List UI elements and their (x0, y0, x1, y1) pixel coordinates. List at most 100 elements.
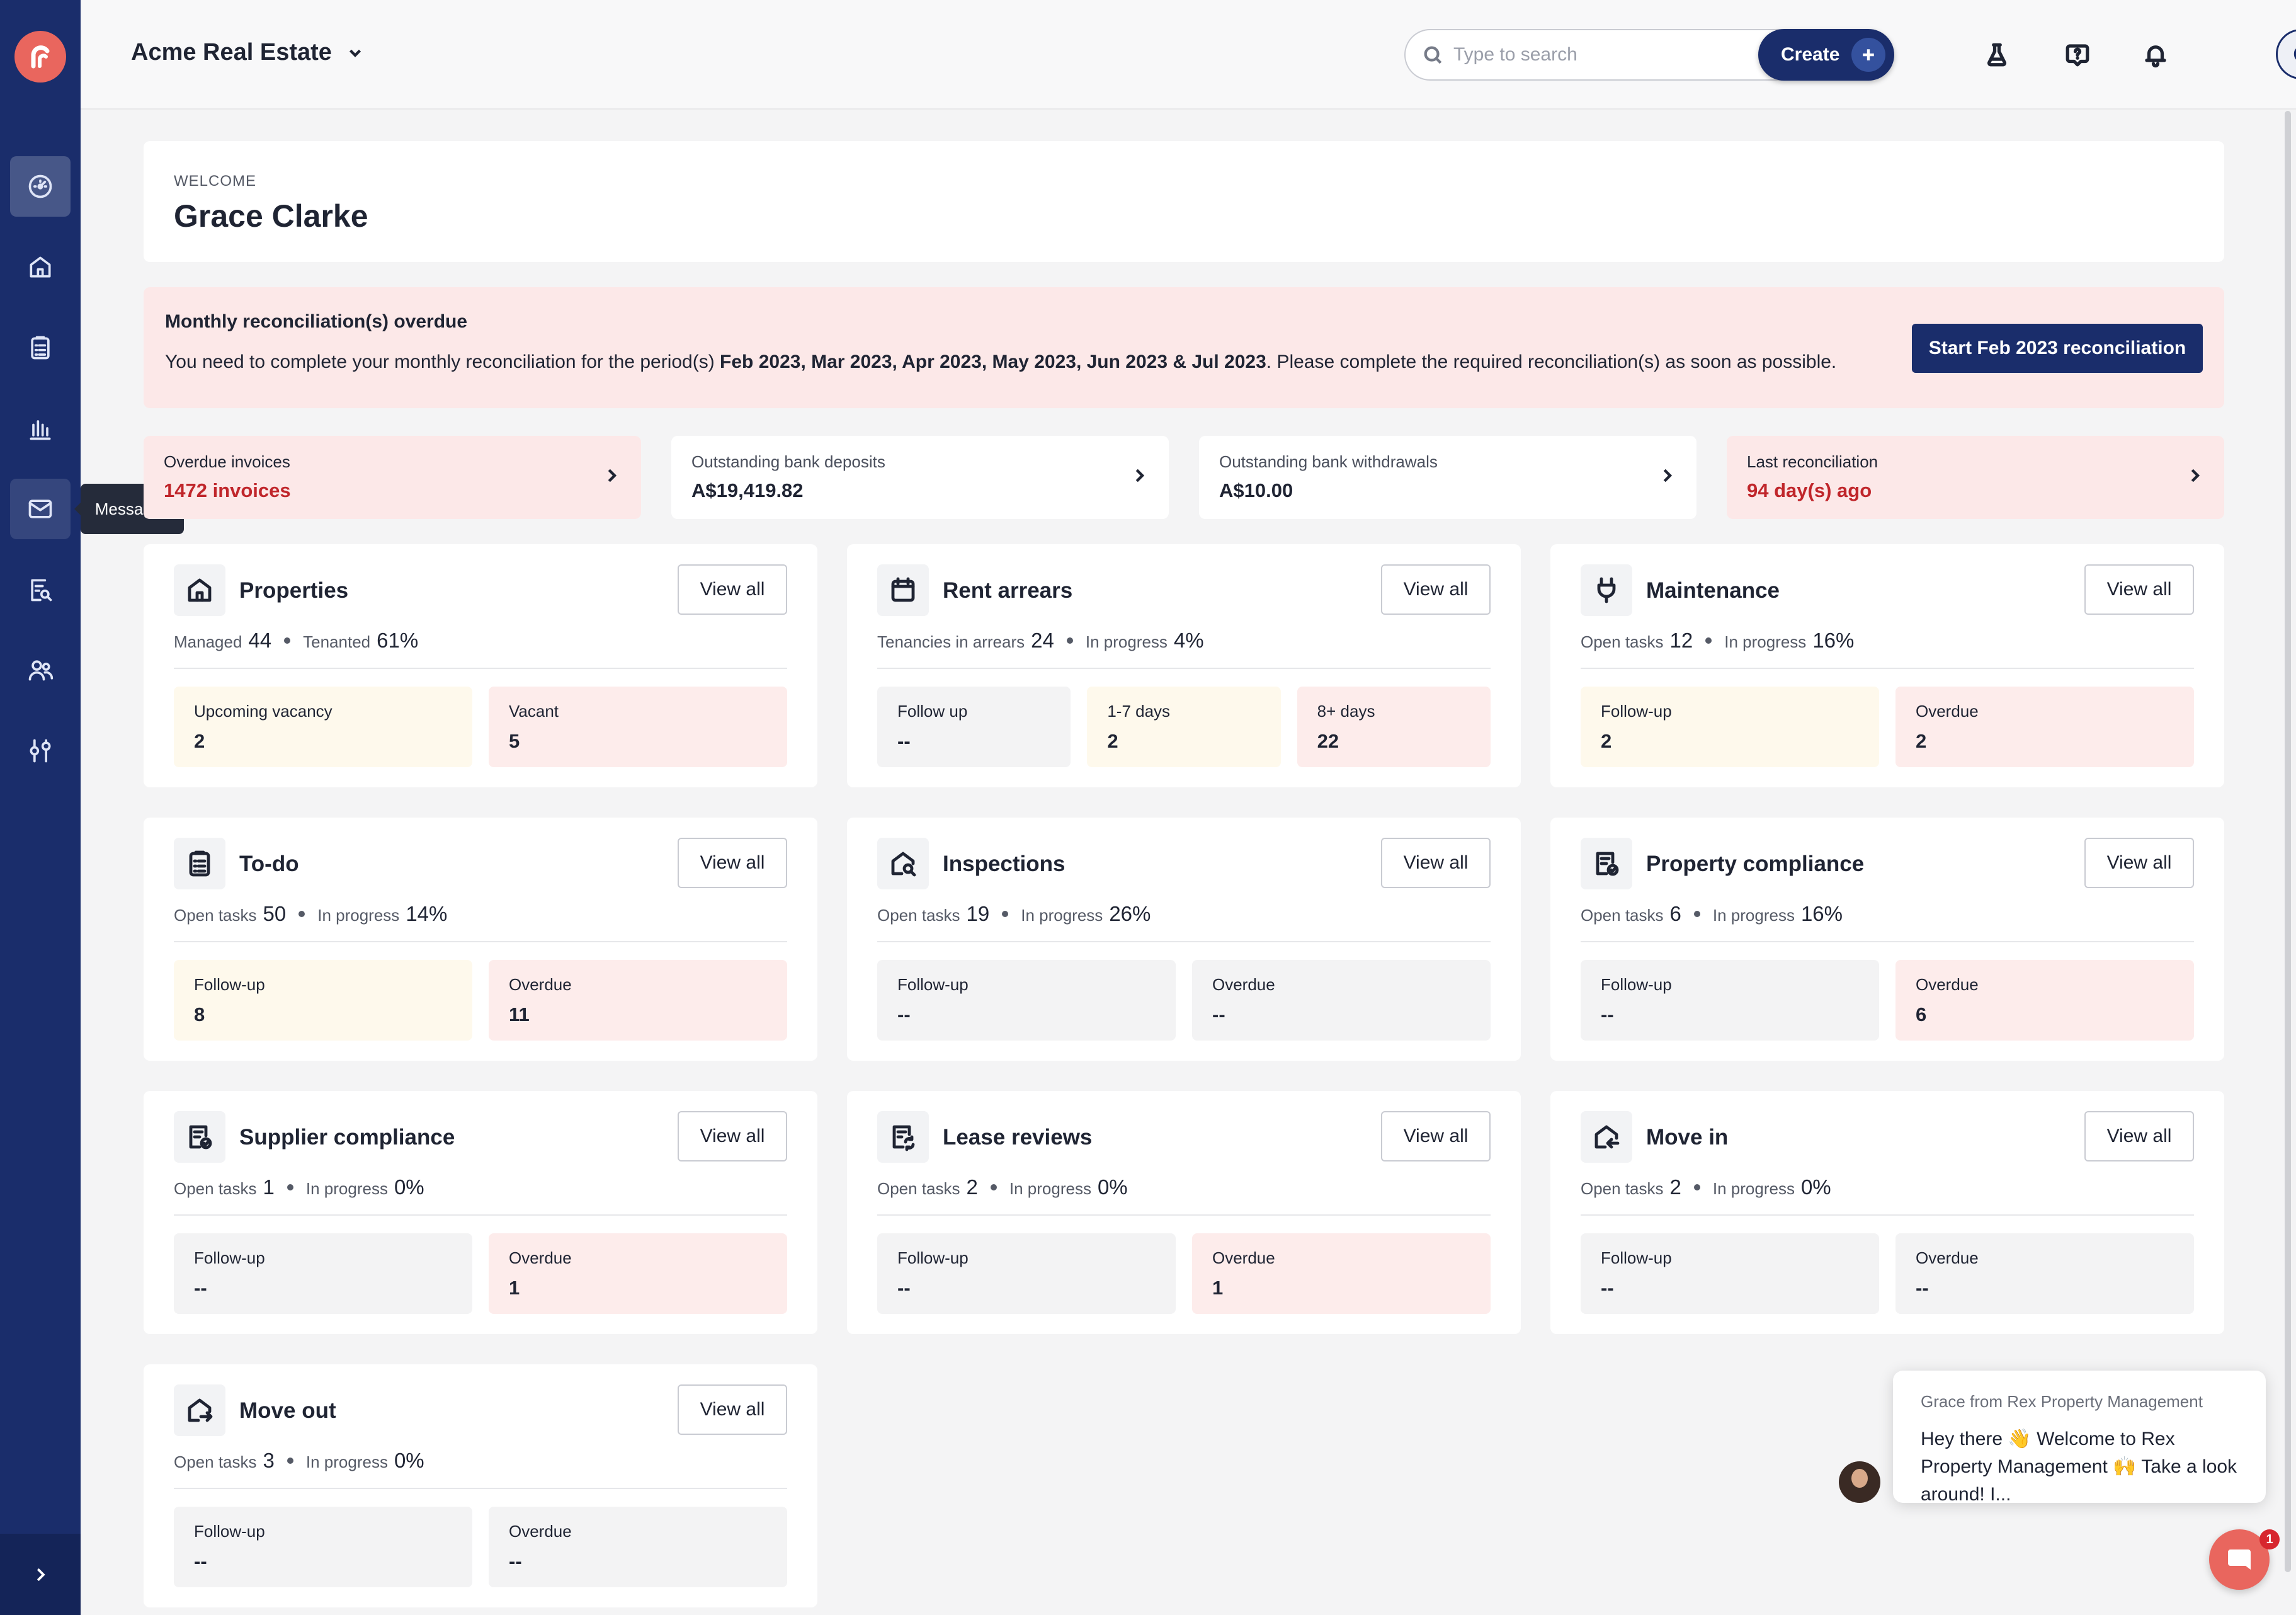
clipboard-icon (174, 838, 225, 889)
view-all-button[interactable]: View all (2084, 838, 2194, 888)
tile-overdue[interactable]: Overdue -- (489, 1507, 787, 1587)
welcome-panel: WELCOME Grace Clarke (144, 141, 2224, 262)
tile-8-plus-days[interactable]: 8+ days 22 (1297, 687, 1491, 767)
card-inspections: Inspections View all Open tasks 19 In prog… (847, 818, 1521, 1061)
tile-1-7-days[interactable]: 1-7 days 2 (1087, 687, 1281, 767)
reconciliation-alert: Monthly reconciliation(s) overdue You ne… (144, 287, 2224, 408)
sliders-icon (30, 739, 51, 763)
stat-bank-deposits[interactable]: Outstanding bank deposits A$19,419.82 (671, 436, 1169, 519)
tile-follow-up[interactable]: Follow-up 8 (174, 960, 472, 1041)
divider (174, 1214, 787, 1216)
scrollbar-thumb[interactable] (2285, 111, 2291, 1572)
view-all-button[interactable]: View all (1381, 1111, 1491, 1161)
tile-overdue[interactable]: Overdue -- (1895, 1233, 2194, 1314)
tile-overdue[interactable]: Overdue 1 (489, 1233, 787, 1314)
help-button[interactable] (2060, 38, 2094, 72)
view-all-button[interactable]: View all (1381, 838, 1491, 888)
home-icon (30, 256, 51, 278)
org-switcher[interactable]: Acme Real Estate (131, 39, 365, 66)
search-box[interactable] (1404, 29, 1809, 81)
move-in-icon (1581, 1111, 1632, 1163)
card-title: Supplier compliance (239, 1125, 455, 1150)
card-meta: Open tasks 12 In progress 16% (1581, 629, 1855, 652)
tile-follow-up[interactable]: Follow up -- (877, 687, 1071, 767)
sidebar-expand-button[interactable] (0, 1534, 81, 1615)
tile-follow-up[interactable]: Follow-up -- (877, 1233, 1176, 1314)
labs-button[interactable] (1980, 38, 2014, 72)
stat-label: Overdue invoices (164, 452, 290, 471)
stat-bank-withdrawals[interactable]: Outstanding bank withdrawals A$10.00 (1199, 436, 1696, 519)
tile-overdue[interactable]: Overdue 6 (1895, 960, 2194, 1041)
start-reconciliation-button[interactable]: Start Feb 2023 reconciliation (1912, 324, 2203, 373)
view-all-button[interactable]: View all (678, 564, 787, 615)
tile-follow-up[interactable]: Follow-up -- (877, 960, 1176, 1041)
view-all-button[interactable]: View all (678, 1384, 787, 1435)
welcome-name: Grace Clarke (174, 198, 368, 234)
card-lease-reviews: Lease reviews View all Open tasks 2 In pro… (847, 1091, 1521, 1334)
mail-icon (28, 499, 52, 518)
create-button[interactable]: Create (1758, 29, 1894, 81)
nav-properties[interactable] (10, 237, 71, 297)
divider (877, 941, 1491, 942)
tile-overdue[interactable]: Overdue 1 (1192, 1233, 1491, 1314)
chevron-right-icon (37, 1568, 45, 1581)
card-title: To-do (239, 852, 299, 876)
nav-financials[interactable] (10, 398, 71, 459)
card-meta: Open tasks 19 In progress 26% (877, 902, 1151, 925)
stat-label: Outstanding bank withdrawals (1219, 452, 1438, 471)
tile-follow-up[interactable]: Follow-up -- (174, 1233, 472, 1314)
tile-follow-up[interactable]: Follow-up -- (1581, 1233, 1879, 1314)
divider (877, 1214, 1491, 1216)
tile-follow-up[interactable]: Follow-up -- (1581, 960, 1879, 1041)
alert-text: You need to complete your monthly reconc… (165, 351, 1837, 372)
tile-upcoming-vacancy[interactable]: Upcoming vacancy 2 (174, 687, 472, 767)
stat-value: 94 day(s) ago (1747, 479, 1872, 501)
nav-settings[interactable] (10, 721, 71, 781)
tile-overdue[interactable]: Overdue -- (1192, 960, 1491, 1041)
bell-icon (2145, 45, 2166, 68)
user-avatar[interactable]: G (2276, 29, 2296, 79)
nav-contacts[interactable] (10, 640, 71, 700)
help-icon (2066, 44, 2089, 67)
tile-follow-up[interactable]: Follow-up -- (174, 1507, 472, 1587)
plug-icon (1581, 564, 1632, 616)
tile-overdue[interactable]: Overdue 11 (489, 960, 787, 1041)
card-meta: Open tasks 1 In progress 0% (174, 1175, 424, 1199)
tile-follow-up[interactable]: Follow-up 2 (1581, 687, 1879, 767)
page-scrollbar[interactable] (2283, 111, 2292, 1610)
search-input[interactable] (1453, 44, 1781, 66)
stat-last-reconciliation[interactable]: Last reconciliation 94 day(s) ago (1727, 436, 2224, 519)
nav-reports[interactable] (10, 559, 71, 620)
notifications-button[interactable] (2139, 38, 2173, 72)
calendar-icon (877, 564, 929, 616)
chevron-right-icon (608, 469, 617, 482)
chevron-right-icon (1663, 469, 1673, 482)
create-label: Create (1781, 44, 1840, 65)
card-meta: Open tasks 50 In progress 14% (174, 902, 448, 925)
view-all-button[interactable]: View all (678, 838, 787, 888)
home-icon (174, 564, 225, 616)
nav-dashboard[interactable] (10, 156, 71, 217)
card-maintenance: Maintenance View all Open tasks 12 In prog… (1550, 544, 2224, 787)
chevron-right-icon (1135, 469, 1145, 482)
report-search-icon (31, 579, 52, 602)
welcome-label: WELCOME (174, 173, 257, 190)
tile-overdue[interactable]: Overdue 2 (1895, 687, 2194, 767)
stat-overdue-invoices[interactable]: Overdue invoices 1472 invoices (144, 436, 641, 519)
divider (1581, 941, 2194, 942)
lease-review-icon (877, 1111, 929, 1163)
view-all-button[interactable]: View all (2084, 1111, 2194, 1161)
card-title: Lease reviews (943, 1125, 1093, 1150)
compliance-icon (174, 1111, 225, 1163)
view-all-button[interactable]: View all (1381, 564, 1491, 615)
view-all-button[interactable]: View all (678, 1111, 787, 1161)
tile-vacant[interactable]: Vacant 5 (489, 687, 787, 767)
rex-logo[interactable] (14, 31, 66, 83)
nav-tasks[interactable] (10, 317, 71, 378)
view-all-button[interactable]: View all (2084, 564, 2194, 615)
chat-preview[interactable]: Grace from Rex Property Management Hey t… (1893, 1371, 2266, 1505)
card-properties: Properties View all Managed 44 Tenanted 61%… (144, 544, 817, 787)
divider (1581, 1214, 2194, 1216)
nav-messages[interactable] (10, 479, 71, 539)
card-title: Maintenance (1646, 578, 1780, 603)
